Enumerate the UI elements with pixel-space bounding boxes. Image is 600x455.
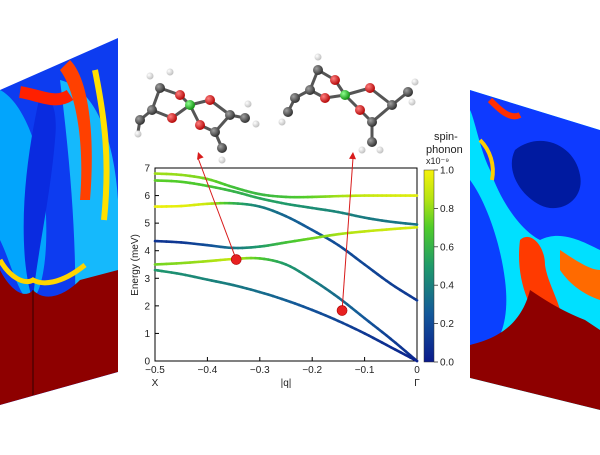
colorbar-tick-label: 0.0 [440,358,454,369]
colorbar-tick-label: 0.6 [440,242,454,253]
colorbar-scale-label: x10⁻⁹ [426,156,449,166]
highlighted-point [231,255,241,265]
colorbar-gradient [424,170,434,362]
left-molecule-illustration [135,69,260,164]
x-tick-label: −0.2 [302,365,322,376]
y-tick-label: 3 [144,274,150,285]
x-endpoint-right-label: Γ [414,378,420,389]
curve-segment [414,360,417,361]
x-tick-label: −0.3 [250,365,270,376]
y-tick-label: 7 [144,164,150,175]
y-tick-label: 5 [144,219,150,230]
colorbar-tick-label: 1.0 [440,166,454,177]
right-molecule-illustration [279,54,419,154]
y-axis-label: Energy (meV) [130,234,141,296]
colorbar-tick-label: 0.8 [440,204,454,215]
curve-segment [414,299,417,301]
right-heatmap-panel [470,85,600,415]
y-tick-label: 6 [144,191,150,202]
colorbar-tick-label: 0.2 [440,319,454,330]
colorbar: spin- phonon x10⁻⁹ 0.0 0.2 0.4 0.6 0.8 1.0 [424,131,463,369]
annotation-arrow-head [349,152,356,159]
y-tick-label: 1 [144,329,150,340]
x-tick-label: 0 [414,365,420,376]
x-tick-label: −0.5 [145,365,165,376]
y-tick-label: 2 [144,301,150,312]
x-endpoint-left-label: X [152,378,159,389]
x-axis-label: |q| [281,378,292,389]
y-tick-label: 4 [144,246,150,257]
left-heatmap-panel [0,30,120,410]
x-tick-label: −0.4 [198,365,218,376]
colorbar-title-line2: phonon [426,144,463,156]
colorbar-tick-label: 0.4 [440,281,454,292]
colorbar-ticks: 0.0 0.2 0.4 0.6 0.8 1.0 [434,166,454,369]
colorbar-title-line1: spin- [434,131,458,143]
highlighted-point [337,306,347,316]
x-tick-label: −0.1 [355,365,375,376]
annotation-arrow-head [197,152,204,160]
